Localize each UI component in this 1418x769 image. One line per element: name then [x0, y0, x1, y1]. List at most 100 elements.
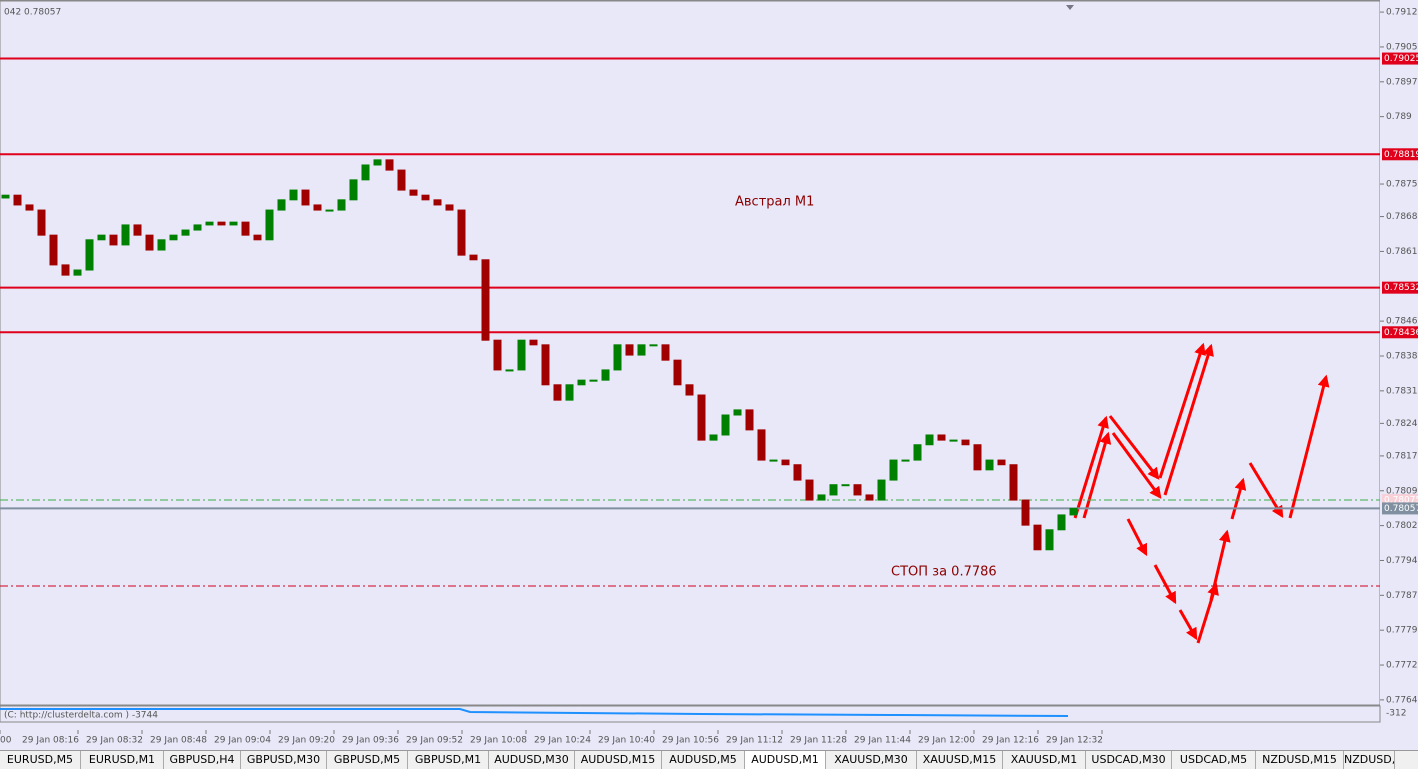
candle — [361, 164, 370, 181]
candle — [505, 369, 514, 372]
candle — [889, 459, 898, 481]
candle — [1021, 499, 1030, 526]
candle — [121, 224, 130, 246]
candle — [589, 379, 598, 382]
candle — [637, 344, 646, 356]
symbol-tab[interactable]: NZDUSD,M — [1344, 751, 1395, 769]
candle — [217, 221, 226, 226]
symbol-tabs: EURUSD,M5 EURUSD,M1 GBPUSD,H4 GBPUSD,M30 GBP… — [0, 750, 1418, 769]
bid-label: 0.78075 — [1384, 496, 1418, 506]
candle — [1033, 524, 1042, 551]
y-tick-label: 0.7861 — [1386, 247, 1418, 257]
candle — [253, 234, 262, 241]
candle — [961, 439, 970, 446]
candle — [745, 409, 754, 431]
x-tick-label: 00 — [0, 736, 12, 746]
level-label-box — [1382, 148, 1418, 161]
time-axis — [0, 730, 1380, 750]
candle — [433, 199, 442, 206]
candle — [685, 384, 694, 396]
y-tick-label: 0.77945 — [1386, 556, 1418, 566]
candle — [337, 199, 346, 211]
candle — [649, 344, 658, 347]
symbol-tab[interactable]: XAUUSD,M15 — [917, 751, 1003, 769]
y-tick-label: 0.7831 — [1386, 386, 1418, 396]
indicator-text: (C: http://clusterdelta.com ) -3744 — [4, 711, 158, 721]
y-tick-label: 0.78685 — [1386, 212, 1418, 222]
candle — [61, 264, 70, 276]
candle — [1069, 507, 1078, 516]
indicator-value: -312 — [1386, 709, 1406, 719]
candle — [601, 369, 610, 381]
x-tick-label: 29 Jan 11:44 — [854, 736, 911, 746]
candle — [913, 444, 922, 461]
candle — [133, 224, 142, 236]
symbol-tab[interactable]: NZDUSD,M15 — [1256, 751, 1344, 769]
symbol-tab[interactable]: XAUUSD,M30 — [826, 751, 917, 769]
symbol-tab[interactable]: EURUSD,M5 — [0, 751, 81, 769]
candle — [985, 459, 994, 471]
x-tick-label: 29 Jan 12:32 — [1046, 736, 1103, 746]
candle — [877, 479, 886, 501]
candle — [397, 169, 406, 191]
y-tick-label: 0.78755 — [1386, 180, 1418, 190]
candle — [241, 221, 250, 236]
arrow — [1153, 564, 1177, 605]
symbol-tab[interactable]: AUDUSD,M1 — [745, 751, 826, 769]
symbol-tab[interactable]: GBPUSD,M5 — [327, 751, 408, 769]
candle — [733, 409, 742, 416]
candle — [49, 234, 58, 266]
annotation: СТОП за 0.7786 — [891, 565, 997, 580]
x-tick-label: 29 Jan 11:28 — [790, 736, 847, 746]
symbol-tab[interactable]: AUDUSD,M30 — [489, 751, 575, 769]
x-tick-label: 29 Jan 09:52 — [406, 736, 463, 746]
arrow — [1178, 609, 1198, 641]
candle — [325, 209, 334, 212]
candle — [865, 494, 874, 501]
forecast-arrows — [1073, 342, 1330, 644]
symbol-tab[interactable]: GBPUSD,M1 — [408, 751, 489, 769]
candle — [445, 204, 454, 211]
symbol-tab[interactable]: USDCAD,M5 — [1172, 751, 1256, 769]
candle — [193, 224, 202, 231]
plot-area — [0, 0, 1381, 706]
y-tick-label: 0.79125 — [1386, 8, 1418, 18]
candle — [1009, 464, 1018, 501]
candle — [13, 194, 22, 206]
candle — [829, 484, 838, 496]
y-tick-label: 0.78385 — [1386, 351, 1418, 361]
arrow — [1082, 431, 1112, 519]
x-tick-label: 29 Jan 10:08 — [470, 736, 527, 746]
candle — [613, 344, 622, 371]
arrow — [1158, 342, 1206, 479]
candle — [493, 339, 502, 371]
symbol-tab[interactable]: AUDUSD,M15 — [575, 751, 662, 769]
level-label-box — [1382, 281, 1418, 294]
symbol-tab[interactable]: XAUUSD,M1 — [1003, 751, 1086, 769]
symbol-tab[interactable]: GBPUSD,H4 — [164, 751, 241, 769]
symbol-tab[interactable]: USDCAD,M30 — [1086, 751, 1172, 769]
candle — [793, 464, 802, 481]
symbol-tab[interactable]: AUDUSD,M5 — [662, 751, 745, 769]
price-axis — [1380, 0, 1418, 750]
y-tick-label: 0.7905 — [1386, 42, 1418, 52]
candle — [817, 494, 826, 501]
price-label: 0.78057 — [1384, 504, 1418, 514]
candle — [181, 229, 190, 236]
candle — [577, 379, 586, 386]
candle — [289, 189, 298, 201]
chart: (C: http://clusterdelta.com ) -3744 -312… — [0, 0, 1418, 750]
candle — [85, 239, 94, 271]
candle — [205, 221, 214, 226]
candle — [757, 429, 766, 461]
candle — [457, 209, 466, 256]
x-tick-label: 29 Jan 10:24 — [534, 736, 591, 746]
symbol-tab[interactable]: GBPUSD,M30 — [241, 751, 327, 769]
symbol-tab[interactable]: EURUSD,M1 — [81, 751, 164, 769]
candle — [313, 204, 322, 211]
x-tick-label: 29 Jan 12:00 — [918, 736, 975, 746]
x-tick-label: 29 Jan 10:40 — [598, 736, 655, 746]
candle — [481, 259, 490, 341]
candle — [541, 344, 550, 386]
